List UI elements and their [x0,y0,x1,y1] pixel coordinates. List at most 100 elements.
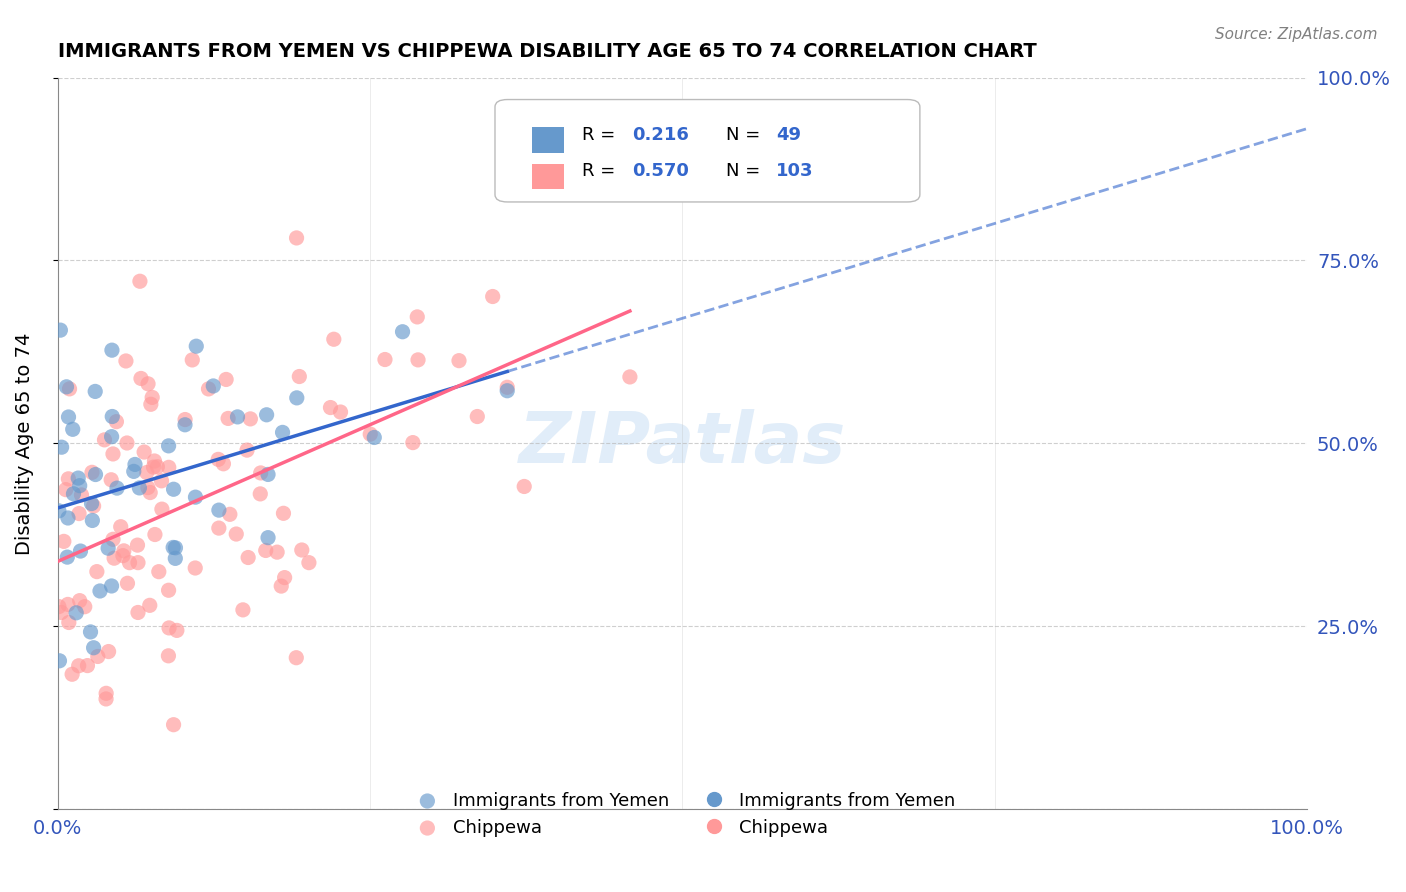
Immigrants from Yemen [391,325,413,339]
Immigrants from Yemen [124,458,146,472]
Chippewa [406,310,429,324]
Immigrants from Yemen [62,487,84,501]
Chippewa [266,545,288,559]
Chippewa [48,599,70,614]
Chippewa [56,598,79,612]
Chippewa [291,543,314,558]
Chippewa [157,460,180,475]
Chippewa [103,551,125,566]
Chippewa [254,543,277,558]
FancyBboxPatch shape [533,127,564,153]
Immigrants from Yemen [496,384,519,398]
Chippewa [141,391,163,405]
Immigrants from Yemen [48,504,70,518]
Chippewa [447,353,470,368]
Immigrants from Yemen [101,343,124,358]
Chippewa [101,447,124,461]
Text: 49: 49 [776,126,801,144]
Immigrants from Yemen [101,409,124,424]
Chippewa [285,650,308,665]
Chippewa [288,369,311,384]
Chippewa [52,534,75,549]
Chippewa [127,606,149,620]
Chippewa [115,354,138,368]
Chippewa [69,593,91,607]
Chippewa [73,599,96,614]
Chippewa [117,576,139,591]
Chippewa [136,481,159,495]
Chippewa [129,274,152,288]
Immigrants from Yemen [84,467,107,482]
Text: 0.216: 0.216 [633,126,689,144]
Chippewa [166,624,188,638]
Chippewa [513,479,536,493]
Immigrants from Yemen [55,380,77,394]
Chippewa [134,445,156,459]
Text: 0.570: 0.570 [633,162,689,180]
Chippewa [239,412,262,426]
Chippewa [111,549,134,563]
Chippewa [97,644,120,658]
FancyBboxPatch shape [495,100,920,202]
Chippewa [150,502,173,516]
Chippewa [232,603,254,617]
Immigrants from Yemen [226,409,249,424]
Text: ZIPatlas: ZIPatlas [519,409,846,478]
Immigrants from Yemen [100,579,122,593]
Chippewa [319,401,342,415]
Immigrants from Yemen [82,513,104,527]
Chippewa [273,571,295,585]
Immigrants from Yemen [80,497,103,511]
Immigrants from Yemen [62,422,84,436]
Chippewa [217,411,239,425]
Chippewa [157,621,180,635]
Immigrants from Yemen [186,339,208,353]
Immigrants from Yemen [69,478,91,492]
Chippewa [112,544,135,558]
Chippewa [162,717,184,731]
Immigrants from Yemen [51,440,73,454]
Chippewa [139,599,162,613]
Chippewa [58,472,80,486]
Immigrants from Yemen [89,584,111,599]
Chippewa [148,565,170,579]
Immigrants from Yemen [174,417,197,432]
Immigrants from Yemen [83,640,105,655]
Chippewa [101,533,124,547]
Chippewa [298,556,321,570]
Immigrants from Yemen [257,531,280,545]
Chippewa [139,485,162,500]
Chippewa [127,538,149,552]
Chippewa [273,506,295,520]
Immigrants from Yemen [67,471,90,485]
Chippewa [174,412,197,426]
Chippewa [402,435,425,450]
Chippewa [96,686,118,700]
Chippewa [129,371,152,385]
Chippewa [87,649,110,664]
Immigrants from Yemen [97,541,120,556]
Chippewa [218,508,240,522]
Chippewa [481,289,503,303]
Chippewa [146,459,169,474]
Chippewa [208,521,231,535]
Immigrants from Yemen [69,544,91,558]
Chippewa [329,405,352,419]
Text: N =: N = [725,162,766,180]
Immigrants from Yemen [256,408,278,422]
Chippewa [105,415,128,429]
Chippewa [181,352,204,367]
Chippewa [212,457,235,471]
Immigrants from Yemen [157,439,180,453]
Immigrants from Yemen [65,606,87,620]
Immigrants from Yemen [162,482,184,496]
Text: IMMIGRANTS FROM YEMEN VS CHIPPEWA DISABILITY AGE 65 TO 74 CORRELATION CHART: IMMIGRANTS FROM YEMEN VS CHIPPEWA DISABI… [58,42,1036,61]
Text: R =: R = [582,162,621,180]
Chippewa [406,352,429,367]
Immigrants from Yemen [100,430,122,444]
Chippewa [249,466,271,480]
Immigrants from Yemen [58,409,80,424]
Immigrants from Yemen [56,511,79,525]
Chippewa [60,667,83,681]
Chippewa [67,507,90,521]
